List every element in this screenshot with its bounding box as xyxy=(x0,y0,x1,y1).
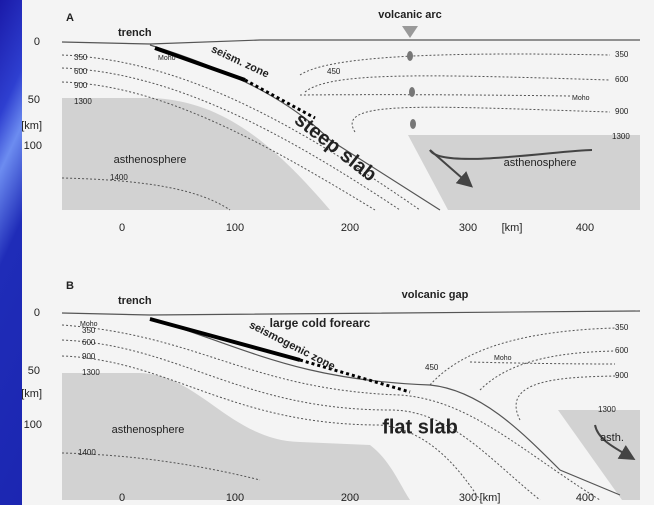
x-axis-label: 0 xyxy=(119,222,125,234)
isotherm-label: 1300 xyxy=(612,132,630,141)
y-axis-label: 0 xyxy=(34,307,40,319)
magma-blob xyxy=(409,87,415,97)
isotherm-label: 450 xyxy=(327,67,341,76)
y-axis-label: 100 xyxy=(24,140,42,152)
label: asthenosphere xyxy=(114,154,187,166)
isotherm-label: 350 xyxy=(615,323,629,332)
page: A trench volcanic arc seism. zone steep … xyxy=(0,0,654,505)
isotherm-label: 900 xyxy=(615,371,629,380)
label: Moho xyxy=(494,355,512,362)
isotherm-label: 350 xyxy=(615,50,629,59)
x-axis-label: 200 xyxy=(341,222,359,234)
isotherm-label: 350 xyxy=(82,326,96,335)
y-axis-label: 0 xyxy=(34,36,40,48)
isotherm-label: 900 xyxy=(74,81,88,90)
x-axis-label: 200 xyxy=(341,492,359,504)
isotherm-label: 350 xyxy=(74,53,88,62)
isotherm-label: 900 xyxy=(82,352,96,361)
isotherm-label: 1300 xyxy=(82,368,100,377)
y-axis-label: 50 xyxy=(28,94,40,106)
y-axis-label: [km] xyxy=(21,120,42,132)
label: asth. xyxy=(600,432,624,444)
label: asthenosphere xyxy=(112,424,185,436)
label: volcanic arc xyxy=(378,9,442,21)
y-axis-label: [km] xyxy=(21,388,42,400)
label: Moho xyxy=(158,55,176,62)
x-axis-label: [km] xyxy=(502,222,523,234)
x-axis-label: 100 xyxy=(226,222,244,234)
x-axis-label: 300 xyxy=(459,222,477,234)
x-axis-label: 400 xyxy=(576,222,594,234)
y-axis-label: 50 xyxy=(28,365,40,377)
slide: A trench volcanic arc seism. zone steep … xyxy=(0,0,654,505)
x-axis-label: 100 xyxy=(226,492,244,504)
magma-blob xyxy=(407,51,413,61)
isotherm-label: 600 xyxy=(74,67,88,76)
label: Moho xyxy=(572,95,590,102)
isotherm-label: 1300 xyxy=(74,97,92,106)
x-axis-label: [km] xyxy=(480,492,501,504)
isotherm-label: 1400 xyxy=(110,173,128,182)
asthenosphere-region xyxy=(408,135,640,210)
label: volcanic gap xyxy=(402,289,469,301)
isotherm-label: 600 xyxy=(615,75,629,84)
isotherm-label: 600 xyxy=(615,346,629,355)
x-axis-label: 0 xyxy=(119,492,125,504)
label: trench xyxy=(118,295,152,307)
panel-letter: A xyxy=(66,12,74,24)
label: large cold forearc xyxy=(270,316,371,330)
label: trench xyxy=(118,27,152,39)
isotherm-label: 1300 xyxy=(598,405,616,414)
isotherm-label: 600 xyxy=(82,338,96,347)
label: asthenosphere xyxy=(504,157,577,169)
x-axis-label: 300 xyxy=(459,492,477,504)
magma-blob xyxy=(410,119,416,129)
panel-letter: B xyxy=(66,280,74,292)
isotherm-label: 450 xyxy=(425,363,439,372)
x-axis-label: 400 xyxy=(576,492,594,504)
isotherm-label: 1400 xyxy=(78,448,96,457)
isotherm-label: 900 xyxy=(615,107,629,116)
label: flat slab xyxy=(382,416,458,438)
y-axis-label: 100 xyxy=(24,419,42,431)
